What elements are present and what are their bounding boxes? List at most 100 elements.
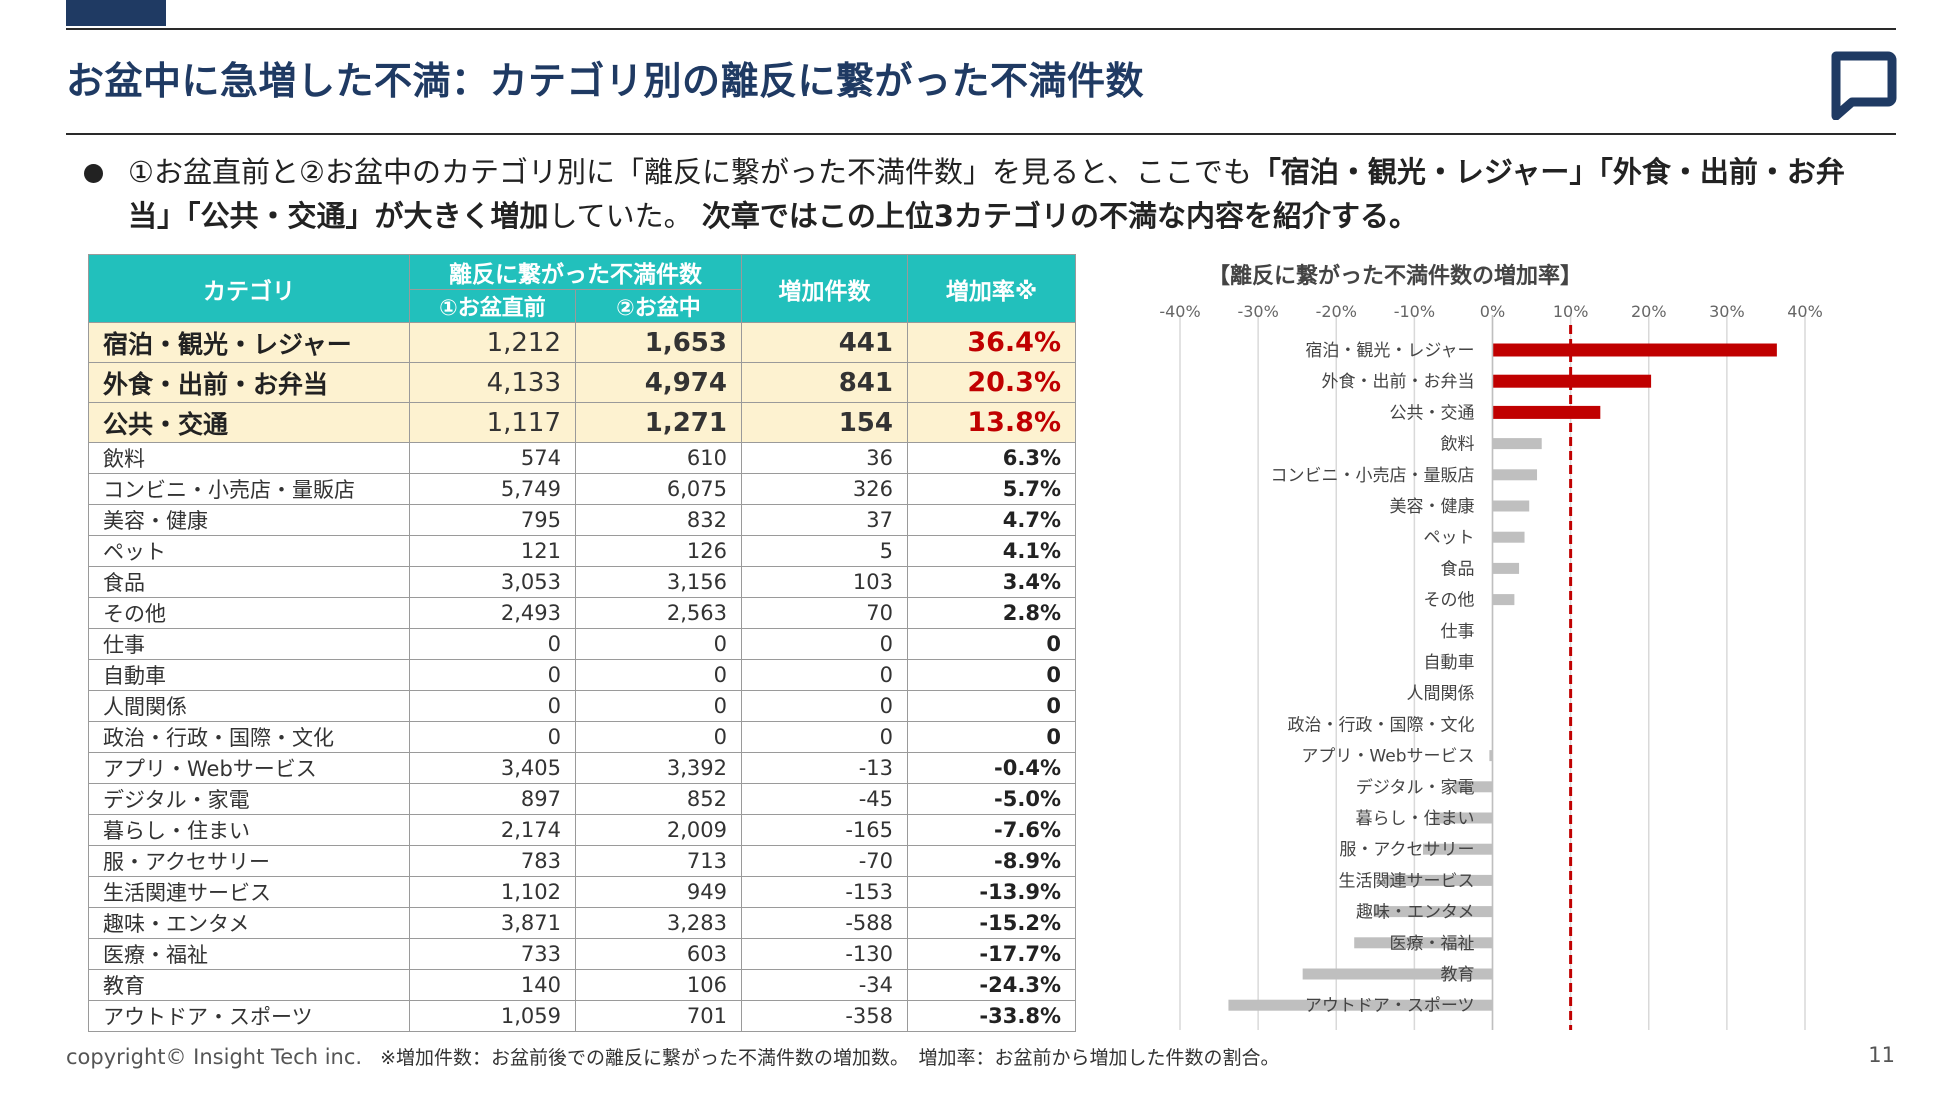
row-before: 3,053	[409, 566, 576, 598]
row-before: 3,871	[409, 907, 576, 939]
x-tick-label: 40%	[1787, 302, 1823, 321]
row-before: 0	[409, 659, 576, 691]
category-label: アプリ・Webサービス	[1301, 747, 1474, 767]
table-row: 美容・健康 795 832 37 4.7%	[88, 504, 1076, 536]
bar	[1492, 500, 1530, 512]
title-rule	[66, 133, 1896, 135]
category-label: 食品	[1441, 559, 1475, 579]
row-category: 医療・福祉	[88, 938, 410, 970]
row-increase: 0	[741, 690, 908, 722]
row-after: 2,563	[575, 597, 742, 629]
table-row: コンビニ・小売店・量販店 5,749 6,075 326 5.7%	[88, 473, 1076, 505]
header-before-obon: ①お盆直前	[409, 289, 576, 323]
row-rate: -13.9%	[907, 876, 1076, 908]
table-row: 生活関連サービス 1,102 949 -153 -13.9%	[88, 876, 1076, 908]
category-label: アウトドア・スポーツ	[1305, 996, 1475, 1016]
row-category: 公共・交通	[88, 402, 410, 443]
row-after: 832	[575, 504, 742, 536]
summary-emphasis-1: 「宿泊・観光・レジャー」「外食・出前・お弁当」「公共・交通」が大きく増加	[128, 155, 1845, 233]
row-category: 趣味・エンタメ	[88, 907, 410, 939]
row-before: 0	[409, 628, 576, 660]
row-before: 1,102	[409, 876, 576, 908]
category-label: 服・アクセサリー	[1339, 840, 1474, 860]
table-row: アプリ・Webサービス 3,405 3,392 -13 -0.4%	[88, 752, 1076, 784]
row-after: 713	[575, 845, 742, 877]
row-after: 3,392	[575, 752, 742, 784]
category-label: 医療・福祉	[1390, 934, 1475, 954]
x-tick-label: -40%	[1159, 302, 1200, 321]
row-after: 852	[575, 783, 742, 815]
category-label: 生活関連サービス	[1339, 871, 1475, 891]
footnote: ※増加件数：お盆前後での離反に繋がった不満件数の増加数。 増加率：お盆前から増加…	[380, 1047, 1280, 1069]
row-after: 1,271	[575, 402, 742, 443]
bar	[1492, 562, 1520, 574]
row-rate: -17.7%	[907, 938, 1076, 970]
row-increase: -130	[741, 938, 908, 970]
table-row: 公共・交通 1,117 1,271 154 13.8%	[88, 402, 1076, 443]
row-rate: 4.7%	[907, 504, 1076, 536]
summary-bullet: ①お盆直前と②お盆中のカテゴリ別に「離反に繋がった不満件数」を見ると、ここでも「…	[128, 150, 1868, 238]
bar	[1492, 531, 1525, 543]
x-tick-label: -10%	[1394, 302, 1435, 321]
bar	[1492, 343, 1777, 357]
row-increase: -153	[741, 876, 908, 908]
row-after: 126	[575, 535, 742, 567]
summary-text-1: ①お盆直前と②お盆中のカテゴリ別に「離反に繋がった不満件数」を見ると、ここでも	[128, 155, 1252, 189]
row-rate: 6.3%	[907, 442, 1076, 474]
bar	[1492, 594, 1515, 606]
table-row: 宿泊・観光・レジャー 1,212 1,653 441 36.4%	[88, 322, 1076, 363]
row-rate: 36.4%	[907, 322, 1076, 363]
table-row: 服・アクセサリー 783 713 -70 -8.9%	[88, 845, 1076, 877]
header-complaint-count: 離反に繋がった不満件数	[409, 254, 742, 290]
chart-plot: -40% -30% -20% -10% 0% 10% 20% 30% 40% 宿泊・観光・レジャー…	[1159, 302, 1823, 1030]
header-during-obon: ②お盆中	[575, 289, 742, 323]
row-after: 4,974	[575, 362, 742, 403]
row-category: 飲料	[88, 442, 410, 474]
growth-rate-chart: 【離反に繋がった不満件数の増加率】 -40% -30% -20% -10% 0% 10% 2…	[1110, 250, 1870, 1040]
row-category: 服・アクセサリー	[88, 845, 410, 877]
table-row: 自動車 0 0 0 0	[88, 659, 1076, 691]
row-category: ペット	[88, 535, 410, 567]
row-before: 897	[409, 783, 576, 815]
row-category: コンビニ・小売店・量販店	[88, 473, 410, 505]
x-tick-label: 30%	[1709, 302, 1745, 321]
category-label: ペット	[1424, 528, 1475, 548]
row-rate: 20.3%	[907, 362, 1076, 403]
row-increase: 841	[741, 362, 908, 403]
category-label: 外食・出前・お弁当	[1322, 372, 1475, 392]
table-row: デジタル・家電 897 852 -45 -5.0%	[88, 783, 1076, 815]
row-rate: -7.6%	[907, 814, 1076, 846]
row-increase: 0	[741, 628, 908, 660]
row-rate: 3.4%	[907, 566, 1076, 598]
complaint-table: カテゴリ 離反に繋がった不満件数 増加件数 増加率※ ①お盆直前 ②お盆中 宿泊…	[88, 254, 1076, 1032]
table-body: 宿泊・観光・レジャー 1,212 1,653 441 36.4% 外食・出前・お弁当 4,1…	[88, 322, 1076, 1032]
table-row: 外食・出前・お弁当 4,133 4,974 841 20.3%	[88, 362, 1076, 403]
category-label: その他	[1424, 591, 1475, 611]
bar	[1492, 469, 1538, 481]
x-tick-label: -20%	[1316, 302, 1357, 321]
category-label: 美容・健康	[1390, 497, 1475, 517]
category-label: 公共・交通	[1390, 403, 1475, 423]
row-before: 2,493	[409, 597, 576, 629]
row-rate: -15.2%	[907, 907, 1076, 939]
row-rate: 0	[907, 721, 1076, 753]
category-label: 教育	[1441, 965, 1475, 985]
row-category: 美容・健康	[88, 504, 410, 536]
row-increase: -13	[741, 752, 908, 784]
row-after: 0	[575, 628, 742, 660]
table-row: 人間関係 0 0 0 0	[88, 690, 1076, 722]
category-label: 宿泊・観光・レジャー	[1305, 341, 1474, 361]
row-category: アウトドア・スポーツ	[88, 1000, 410, 1032]
row-after: 3,156	[575, 566, 742, 598]
row-before: 795	[409, 504, 576, 536]
category-label: 飲料	[1441, 435, 1475, 455]
row-rate: -5.0%	[907, 783, 1076, 815]
row-category: 宿泊・観光・レジャー	[88, 322, 410, 363]
row-rate: 2.8%	[907, 597, 1076, 629]
row-increase: -34	[741, 969, 908, 1001]
header-accent-block	[66, 0, 166, 26]
row-category: 人間関係	[88, 690, 410, 722]
table-row: その他 2,493 2,563 70 2.8%	[88, 597, 1076, 629]
row-increase: 0	[741, 659, 908, 691]
row-rate: -8.9%	[907, 845, 1076, 877]
